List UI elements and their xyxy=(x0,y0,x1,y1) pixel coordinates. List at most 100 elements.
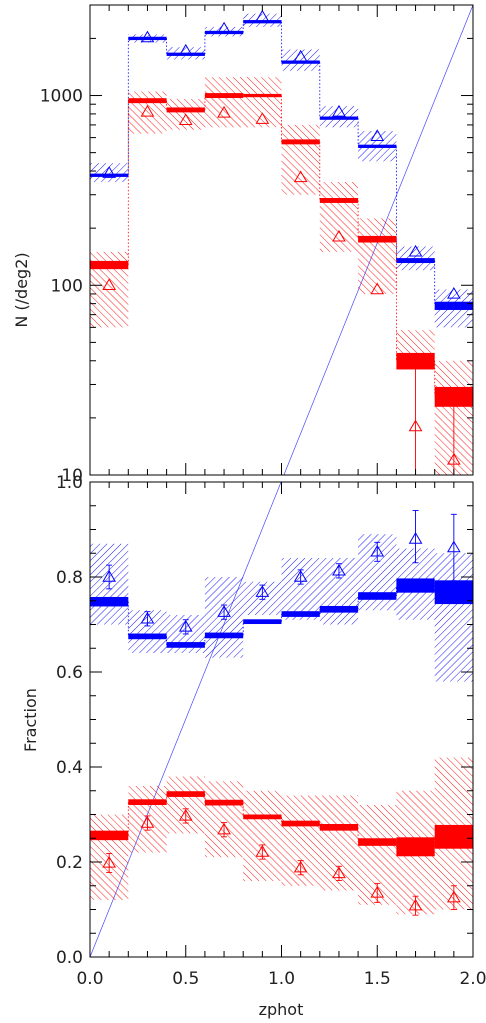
top-series1-marker xyxy=(140,104,155,117)
panel-bottom-fraction: 0.0 0.2 0.4 0.6 0.8 1.0 0.0 0.5 1.0 1.5 2.0 Fracti… xyxy=(21,473,486,1019)
bottom-series1-bar xyxy=(243,814,282,820)
bottom-series1-marker xyxy=(102,855,117,868)
bottom-series1-marker xyxy=(178,808,193,821)
bottom-y-tick-label: 0.2 xyxy=(56,853,83,873)
bottom-series0-marker xyxy=(408,532,423,544)
bottom-series0-bar xyxy=(319,605,359,613)
top-y-tick-label: 100 xyxy=(51,276,83,296)
bottom-series0-bar xyxy=(434,580,473,605)
bottom-series0-marker xyxy=(178,619,193,632)
bottom-y-tick-label: 1.0 xyxy=(56,473,83,493)
top-series0-marker xyxy=(332,104,346,117)
top-series1-marker xyxy=(293,170,308,183)
bottom-series0-marker xyxy=(140,611,155,624)
top-series1-bar xyxy=(319,197,359,203)
bottom-series0-marker xyxy=(255,585,270,597)
top-reference-line xyxy=(283,5,473,475)
top-series0-bar xyxy=(90,173,129,177)
top-series1-marker xyxy=(255,112,270,124)
top-series0-marker xyxy=(102,166,117,178)
bottom-series1-marker xyxy=(293,860,308,873)
bottom-series1-bar xyxy=(434,824,473,849)
bottom-y-tick-label: 0.4 xyxy=(56,758,83,778)
top-series0-bar xyxy=(396,258,435,264)
bottom-series0-bar xyxy=(166,642,205,648)
top-series0-marker xyxy=(140,30,155,43)
bottom-series0-bar xyxy=(396,578,435,593)
top-series0-band xyxy=(90,163,129,183)
top-series1-bar xyxy=(128,98,167,104)
panel-top-counts: 10 100 1000 N (/deg2) xyxy=(12,4,474,486)
top-series1-band xyxy=(358,218,397,294)
bottom-series1-bar xyxy=(128,799,167,805)
top-series0-bar xyxy=(434,301,473,310)
bottom-series1-marker xyxy=(408,898,423,911)
top-y-axis-label: N (/deg2) xyxy=(12,252,31,327)
bottom-series1-bar xyxy=(358,838,397,846)
bottom-x-tick-label: 0.5 xyxy=(172,969,199,989)
top-axes: 10 100 1000 xyxy=(40,4,474,486)
top-series1-bar xyxy=(90,260,129,270)
bottom-series1-bar xyxy=(166,791,205,797)
bottom-series0-bar xyxy=(243,619,282,625)
top-series1-bar xyxy=(204,93,244,99)
bottom-series0-bar xyxy=(358,592,397,600)
top-series1-band xyxy=(281,124,320,195)
bottom-y-tick-label: 0.6 xyxy=(56,663,83,683)
bottom-series0-marker xyxy=(332,563,346,576)
bottom-series1-marker xyxy=(370,885,385,898)
bottom-series0-marker xyxy=(293,570,308,582)
top-y-tick-label: 10 xyxy=(61,466,83,486)
bottom-series1-marker xyxy=(140,816,155,828)
bottom-plot-area xyxy=(90,482,473,957)
bottom-series0-bar xyxy=(281,611,320,617)
bottom-series0-band xyxy=(281,558,320,620)
top-series1-band xyxy=(128,91,167,134)
bottom-x-tick-label: 1.0 xyxy=(268,969,295,989)
top-series1-bar xyxy=(243,93,282,98)
top-series0-bar xyxy=(243,20,282,24)
top-series1-band xyxy=(319,182,359,252)
bottom-series1-band xyxy=(166,776,205,834)
top-series0-band xyxy=(281,49,320,71)
x-axis-label: zphot xyxy=(259,1000,304,1019)
bottom-y-axis-label: Fraction xyxy=(21,688,40,752)
top-series0-marker xyxy=(370,129,385,141)
bottom-x-tick-label: 1.5 xyxy=(364,969,391,989)
bottom-series1-bar xyxy=(90,830,129,841)
top-series1-marker xyxy=(370,282,385,295)
top-series0-marker xyxy=(178,43,193,56)
bottom-series1-bar xyxy=(281,820,320,827)
bottom-series1-band xyxy=(243,790,282,881)
top-series0-bar xyxy=(319,116,359,120)
top-series0-bar xyxy=(128,36,167,41)
top-series1-bar xyxy=(358,235,397,243)
bottom-series1-bar xyxy=(319,824,359,831)
top-series1-marker xyxy=(408,419,423,432)
bottom-series0-marker xyxy=(102,570,117,582)
bottom-y-tick-label: 0.0 xyxy=(56,948,83,968)
bottom-series1-marker xyxy=(217,822,231,835)
bottom-y-tick-label: 0.8 xyxy=(56,568,83,588)
bottom-series1-bar xyxy=(204,799,244,806)
top-series0-bar xyxy=(281,60,320,64)
top-plot-area xyxy=(90,5,473,475)
top-series1-bar xyxy=(281,139,320,145)
top-series0-marker xyxy=(255,9,270,22)
bottom-series1-bar xyxy=(396,837,435,857)
bottom-series0-bar xyxy=(204,632,244,639)
top-series0-marker xyxy=(408,244,423,257)
bottom-x-tick-label: 2.0 xyxy=(459,969,486,989)
bottom-series1-marker xyxy=(255,845,270,857)
top-series0-marker xyxy=(446,286,461,299)
top-series1-marker xyxy=(446,452,461,465)
top-series1-bar xyxy=(166,107,205,113)
top-series0-marker xyxy=(217,21,231,34)
top-series1-band xyxy=(204,77,244,128)
top-series1-marker xyxy=(178,113,193,126)
top-series0-marker xyxy=(293,49,308,62)
top-series1-band xyxy=(243,77,282,128)
bottom-series1-marker xyxy=(446,890,461,903)
bottom-series0-marker xyxy=(446,540,461,553)
